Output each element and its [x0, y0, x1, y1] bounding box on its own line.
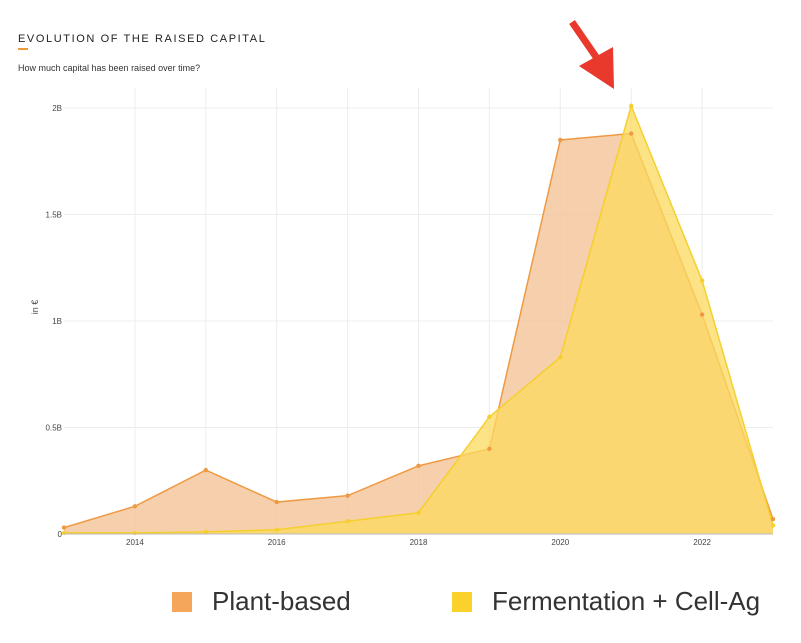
data-point-fermentation: [345, 519, 350, 524]
data-point-plant-based: [699, 312, 705, 317]
legend-label-plant-based: Plant-based: [212, 586, 351, 616]
legend: Plant-based Fermentation + Cell-Ag: [0, 586, 801, 630]
data-point-plant-based: [770, 516, 776, 522]
data-point-plant-based: [345, 493, 350, 498]
y-tick-label: 0: [58, 530, 63, 539]
data-point-plant-based: [629, 131, 634, 136]
legend-item-fermentation: Fermentation + Cell-Ag: [452, 586, 760, 617]
data-point-plant-based: [416, 463, 421, 469]
chart-subtitle: How much capital has been raised over ti…: [18, 63, 201, 73]
x-tick-label: 2018: [410, 538, 428, 547]
y-tick-label: 2B: [52, 104, 62, 113]
area-chart: 2014 2016 2018 2020 2022 0 0.5B 1B 1.5B 2B in €: [30, 20, 776, 547]
x-tick-label: 2016: [268, 538, 286, 547]
y-tick-label: 0.5B: [46, 424, 62, 433]
x-tick-label: 2022: [693, 538, 711, 547]
data-point-plant-based: [61, 525, 67, 530]
x-tick-label: 2020: [551, 538, 569, 547]
data-point-fermentation: [699, 278, 705, 283]
area-fill-fermentation: [64, 105, 773, 535]
data-points: [61, 103, 776, 536]
legend-label-fermentation: Fermentation + Cell-Ag: [492, 586, 761, 616]
y-axis-ticks: 0 0.5B 1B 1.5B 2B: [46, 104, 63, 539]
red-arrow-icon: [569, 20, 614, 89]
legend-swatch-fermentation: [452, 591, 472, 612]
legend-item-plant-based: Plant-based: [172, 586, 351, 617]
x-tick-label: 2014: [126, 538, 144, 547]
chart-title: EVOLUTION OF THE RAISED CAPITAL: [18, 33, 267, 45]
data-point-fermentation: [274, 527, 279, 532]
data-point-fermentation: [558, 355, 563, 360]
y-axis-label: in €: [30, 300, 40, 315]
y-tick-label: 1B: [52, 317, 62, 326]
legend-swatch-plant-based: [172, 591, 192, 612]
data-point-plant-based: [558, 137, 563, 143]
data-point-plant-based: [487, 446, 492, 451]
data-point-fermentation: [770, 523, 776, 528]
data-point-plant-based: [203, 467, 208, 473]
data-point-plant-based: [132, 504, 138, 509]
y-tick-label: 1.5B: [46, 211, 62, 220]
data-point-fermentation: [203, 529, 208, 535]
data-point-plant-based: [274, 499, 279, 505]
data-point-fermentation: [487, 414, 492, 420]
title-accent-underline: [18, 48, 28, 50]
data-point-fermentation: [629, 103, 634, 109]
data-point-fermentation: [416, 510, 421, 515]
x-axis-ticks: 2014 2016 2018 2020 2022: [64, 533, 773, 547]
